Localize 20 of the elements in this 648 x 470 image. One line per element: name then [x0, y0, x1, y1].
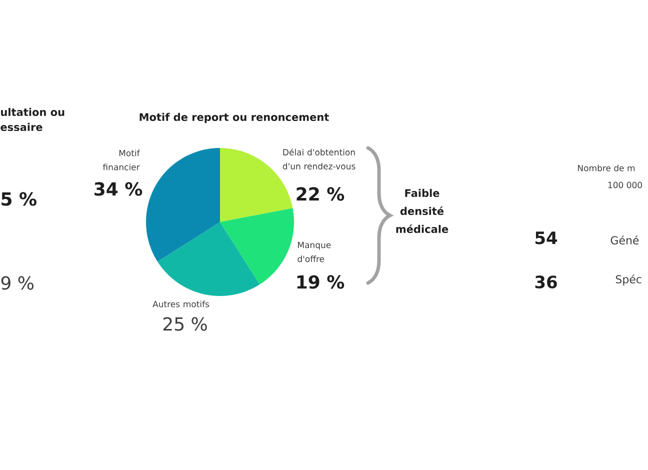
text: essaire [0, 122, 42, 132]
text: Géné [610, 236, 639, 244]
text: 5 % [2, 192, 36, 206]
text: 36 [535, 276, 557, 288]
text: 9 % [1, 276, 34, 290]
data-label: 22 % [296, 187, 344, 201]
slice-label: Manque d'offre [298, 242, 331, 262]
slice-label: Délai d'obtention d'un rendez-vous [282, 148, 356, 170]
chart-title: Motif de report ou renoncement [140, 112, 329, 124]
slice-label: Motif financier [102, 150, 140, 170]
text: Spéc [616, 274, 642, 286]
slice-label: Autres motifs [152, 300, 210, 308]
data-label: 34 % [94, 182, 142, 196]
text: 54 [535, 232, 558, 244]
text: Faible densité médicale [396, 188, 448, 234]
text: ultation ou [1, 108, 64, 116]
text: 100 000 [608, 182, 642, 188]
data-label: 19 % [297, 275, 344, 289]
text: Nombre de m [578, 164, 635, 172]
data-label: 25 % [163, 317, 207, 331]
